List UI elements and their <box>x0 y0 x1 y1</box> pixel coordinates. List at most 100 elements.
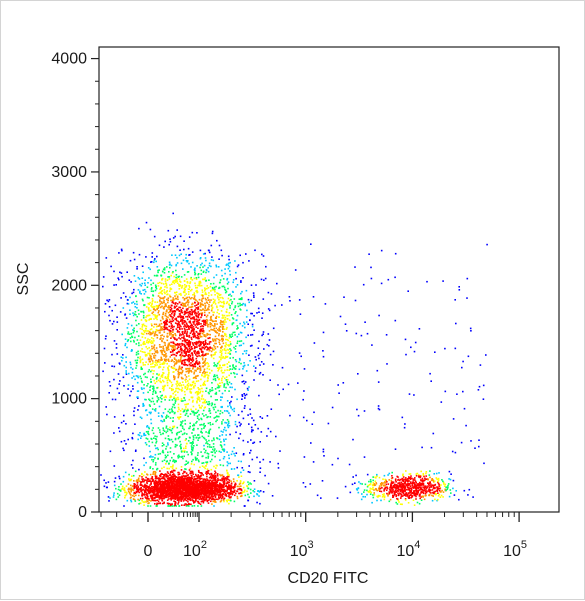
event-dot <box>187 311 189 314</box>
event-dot <box>170 274 172 277</box>
event-dot <box>157 483 159 486</box>
event-dot <box>187 372 190 374</box>
event-dot <box>179 486 181 488</box>
event-dot <box>181 342 183 345</box>
event-dot <box>172 329 174 331</box>
event-dot <box>248 354 250 356</box>
event-dot <box>200 492 203 495</box>
event-dot <box>113 340 116 342</box>
event-dot <box>227 478 229 481</box>
event-dot <box>178 505 180 507</box>
event-dot <box>184 288 186 291</box>
event-dot <box>187 293 190 295</box>
event-dot <box>232 322 235 324</box>
event-dot <box>232 478 235 480</box>
event-dot <box>196 346 198 348</box>
event-dot <box>232 331 234 334</box>
event-dot <box>172 297 174 299</box>
event-dot <box>222 326 225 328</box>
event-dot <box>186 339 189 341</box>
event-dot <box>220 310 223 312</box>
event-dot <box>205 345 207 348</box>
event-dot <box>232 318 235 320</box>
event-dot <box>210 446 213 448</box>
event-dot <box>191 279 194 281</box>
event-dot <box>188 351 190 353</box>
event-dot <box>129 259 132 262</box>
event-dot <box>198 340 201 343</box>
event-dot <box>139 339 142 341</box>
event-dot <box>207 267 209 269</box>
event-dot <box>214 470 216 473</box>
event-dot <box>216 311 219 314</box>
event-dot <box>174 358 176 360</box>
event-dot <box>214 486 216 489</box>
event-dot <box>233 367 236 369</box>
event-dot <box>223 497 226 500</box>
event-dot <box>168 321 171 324</box>
event-dot <box>138 491 140 494</box>
event-dot <box>171 335 173 338</box>
event-dot <box>186 408 189 411</box>
event-dot <box>139 488 142 491</box>
event-dot <box>206 483 208 486</box>
event-dot <box>180 357 182 359</box>
event-dot <box>208 493 210 496</box>
event-dot <box>208 294 210 297</box>
event-dot <box>164 323 166 325</box>
event-dot <box>141 495 143 497</box>
event-dot <box>108 392 110 394</box>
event-dot <box>194 494 197 496</box>
event-dot <box>164 292 166 295</box>
event-dot <box>108 299 111 301</box>
event-dot <box>174 254 177 256</box>
event-dot <box>218 367 221 369</box>
event-dot <box>197 374 199 377</box>
event-dot <box>171 320 174 323</box>
event-dot <box>150 370 152 373</box>
event-dot <box>231 396 233 398</box>
event-dot <box>219 473 221 476</box>
event-dot <box>164 354 167 356</box>
event-dot <box>194 501 196 503</box>
event-dot <box>215 315 218 318</box>
event-dot <box>145 361 147 363</box>
event-dot <box>173 357 176 359</box>
event-dot <box>235 345 237 347</box>
event-dot <box>226 283 229 285</box>
event-dot <box>161 340 163 343</box>
event-dot <box>202 330 205 332</box>
event-dot <box>206 374 208 376</box>
event-dot <box>211 503 213 505</box>
event-dot <box>225 495 228 497</box>
event-dot <box>144 290 147 293</box>
event-dot <box>193 490 196 493</box>
event-dot <box>165 493 168 496</box>
event-dot <box>209 333 211 336</box>
event-dot <box>188 284 190 287</box>
event-dot <box>151 495 153 498</box>
event-dot <box>201 300 203 303</box>
event-dot <box>151 347 153 350</box>
event-dot <box>233 331 236 334</box>
event-dot <box>240 340 243 342</box>
event-dot <box>200 341 202 343</box>
event-dot <box>187 495 189 498</box>
event-dot <box>199 332 201 335</box>
event-dot <box>168 278 171 280</box>
event-dot <box>227 486 229 488</box>
event-dot <box>156 496 159 498</box>
event-dot <box>228 303 230 306</box>
event-dot <box>194 478 196 480</box>
event-dot <box>166 362 168 365</box>
event-dot <box>185 322 188 325</box>
event-dot <box>170 366 173 368</box>
event-dot <box>168 276 171 278</box>
event-dot <box>210 354 213 356</box>
event-dot <box>240 304 243 306</box>
event-dot <box>170 288 173 290</box>
event-dot <box>183 345 186 348</box>
event-dot <box>230 336 232 338</box>
event-dot <box>241 298 243 301</box>
event-dot <box>182 323 184 325</box>
